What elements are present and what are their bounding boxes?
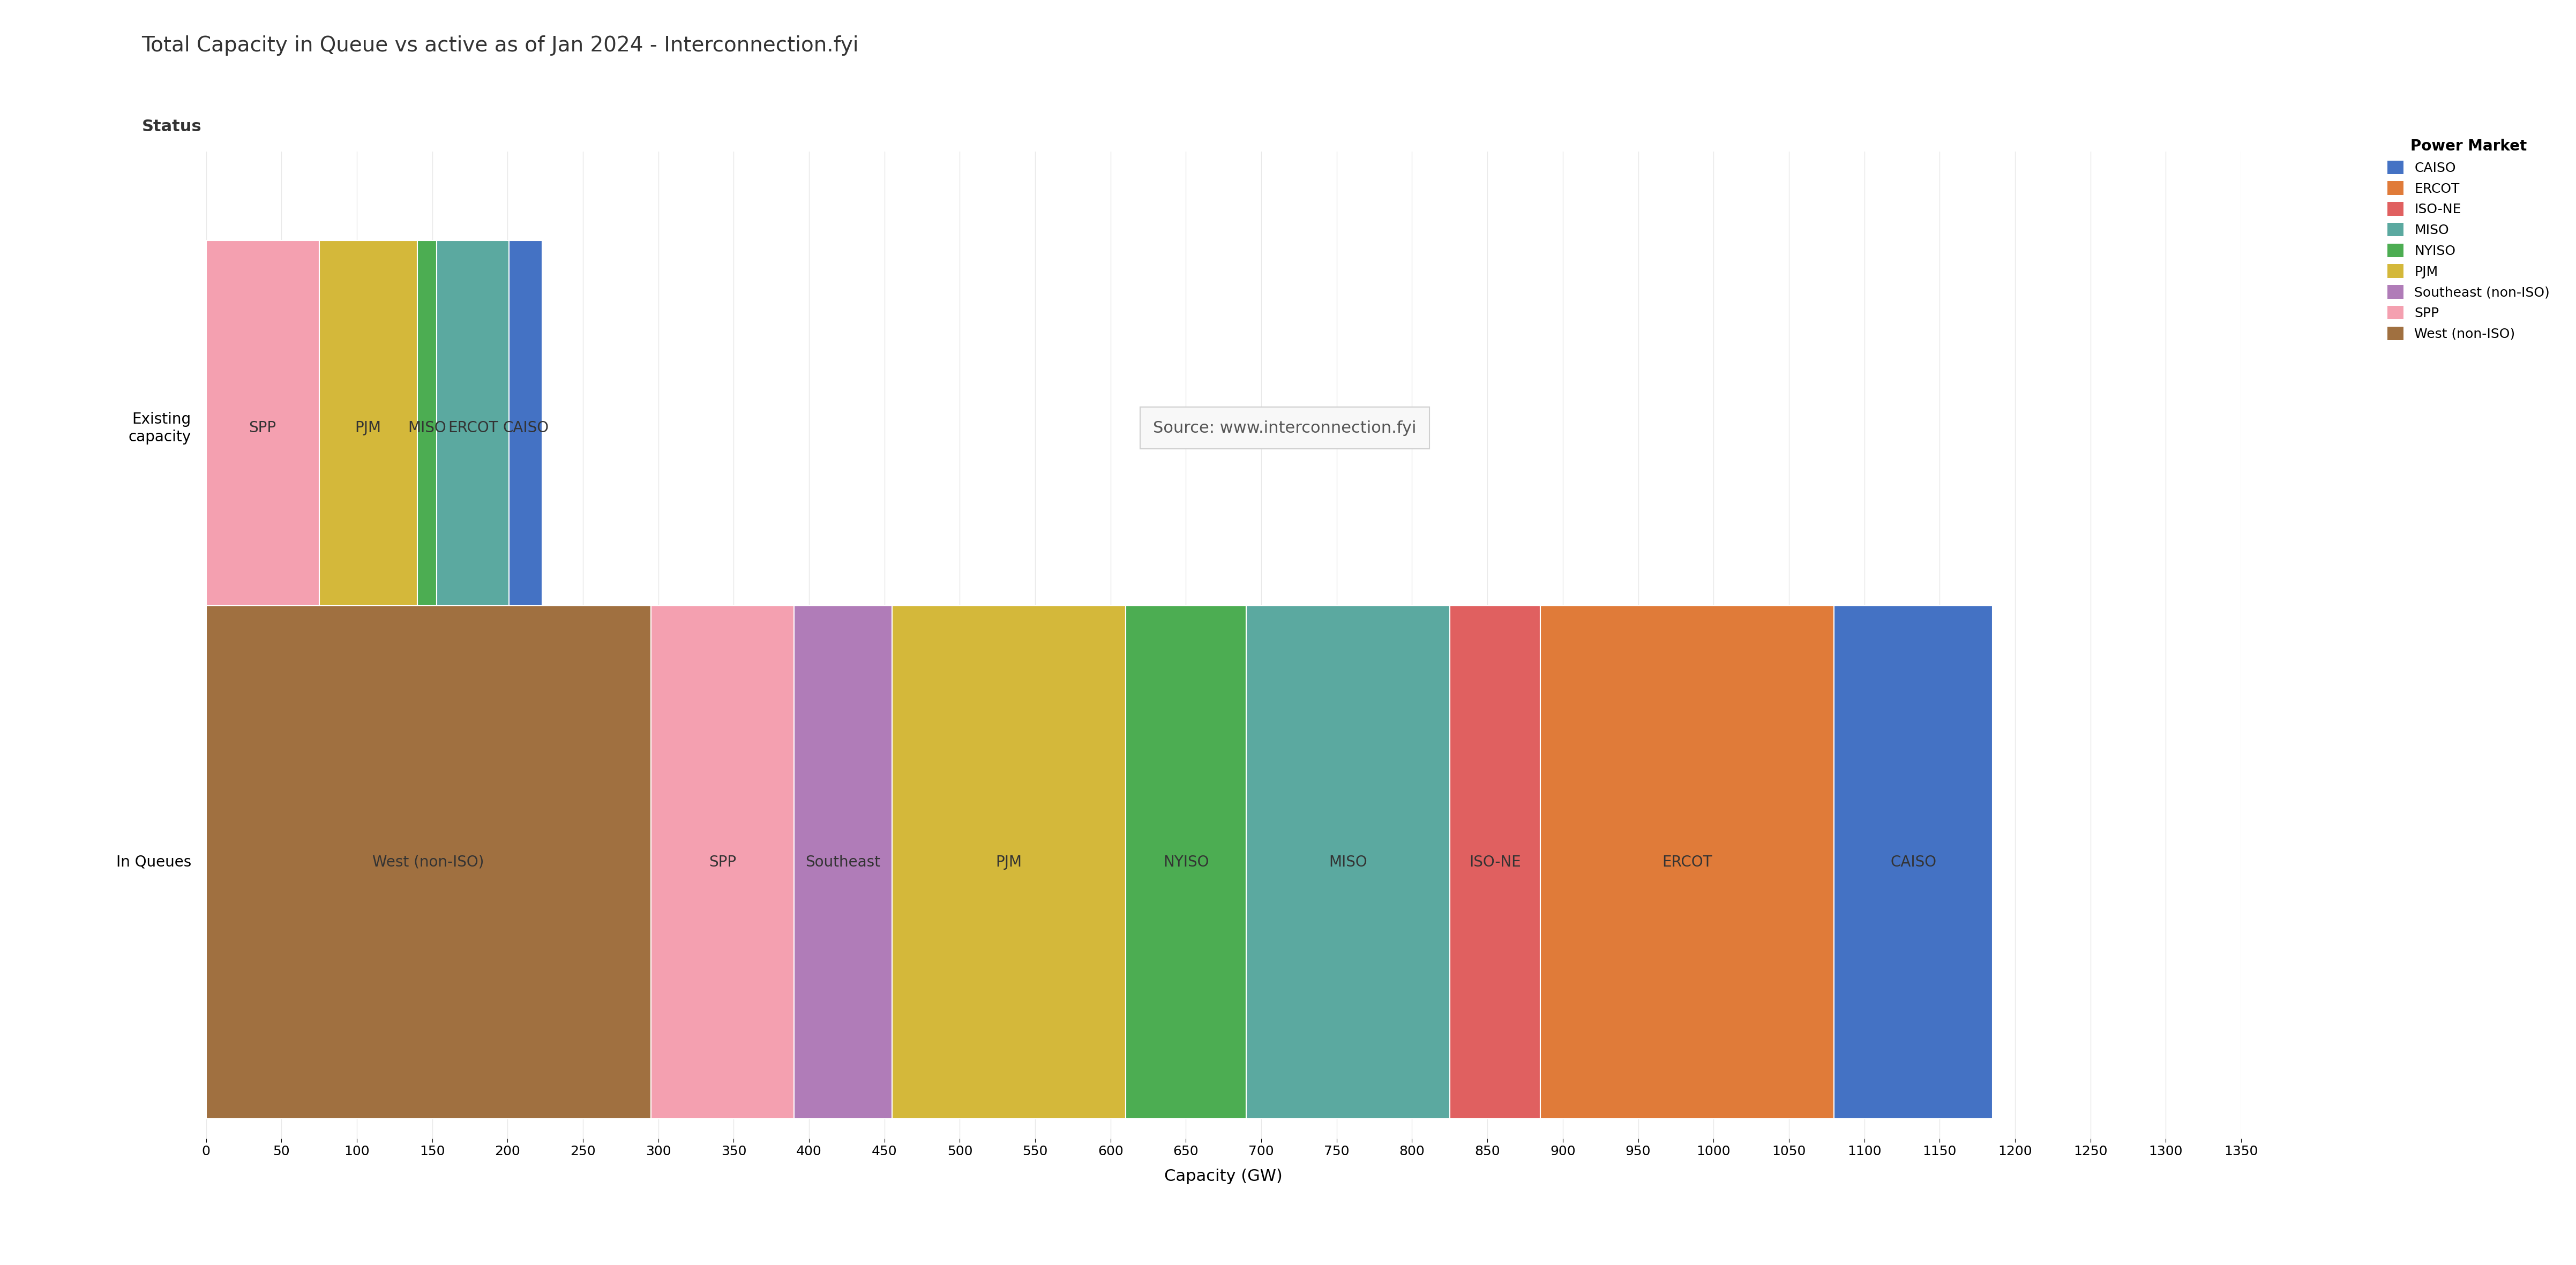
- Text: West (non-ISO): West (non-ISO): [374, 855, 484, 870]
- Bar: [1126, 606, 1247, 1118]
- Bar: [1450, 606, 1540, 1118]
- Text: Total Capacity in Queue vs active as of Jan 2024 - Interconnection.fyi: Total Capacity in Queue vs active as of …: [142, 35, 858, 56]
- Legend: CAISO, ERCOT, ISO-NE, MISO, NYISO, PJM, Southeast (non-ISO), SPP, West (non-ISO): CAISO, ERCOT, ISO-NE, MISO, NYISO, PJM, …: [2388, 139, 2550, 340]
- Text: ISO-NE: ISO-NE: [1468, 855, 1520, 870]
- Bar: [891, 606, 1126, 1118]
- Bar: [417, 240, 438, 616]
- Text: SPP: SPP: [708, 855, 737, 870]
- X-axis label: Capacity (GW): Capacity (GW): [1164, 1169, 1283, 1184]
- Text: SPP: SPP: [250, 420, 276, 435]
- Text: ERCOT: ERCOT: [1662, 855, 1713, 870]
- Bar: [652, 606, 793, 1118]
- Text: Source: www.interconnection.fyi: Source: www.interconnection.fyi: [1154, 420, 1417, 436]
- Bar: [510, 240, 541, 616]
- Bar: [1834, 606, 1991, 1118]
- Bar: [793, 606, 891, 1118]
- Text: ERCOT: ERCOT: [448, 420, 497, 435]
- Bar: [206, 240, 319, 616]
- Bar: [1247, 606, 1450, 1118]
- Bar: [206, 606, 652, 1118]
- Text: NYISO: NYISO: [1162, 855, 1208, 870]
- Text: PJM: PJM: [997, 855, 1023, 870]
- Text: Southeast: Southeast: [806, 855, 881, 870]
- Bar: [319, 240, 417, 616]
- Text: MISO: MISO: [1329, 855, 1368, 870]
- Bar: [438, 240, 510, 616]
- Text: MISO: MISO: [407, 420, 446, 435]
- Text: CAISO: CAISO: [1891, 855, 1937, 870]
- Text: PJM: PJM: [355, 420, 381, 435]
- Bar: [1540, 606, 1834, 1118]
- Text: CAISO: CAISO: [502, 420, 549, 435]
- Text: Status: Status: [142, 119, 201, 134]
